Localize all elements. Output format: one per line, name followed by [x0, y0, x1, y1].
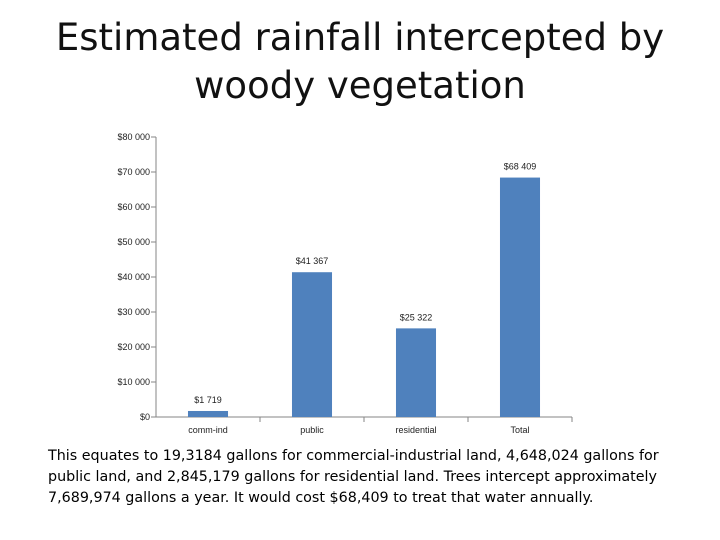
x-tick-label: residential: [395, 425, 436, 435]
x-tick-label: Total: [510, 425, 529, 435]
bar: [499, 177, 541, 417]
data-label: $25 322: [400, 312, 433, 322]
y-tick-label: $0: [140, 412, 150, 422]
y-tick-label: $50 000: [117, 237, 150, 247]
bar: [291, 272, 333, 417]
bar: [187, 410, 229, 417]
y-tick-label: $80 000: [117, 132, 150, 142]
caption-text: This equates to 19,3184 gallons for comm…: [48, 448, 659, 506]
bar: [395, 328, 437, 417]
x-tick-label: public: [300, 425, 324, 435]
title-line-1: Estimated rainfall intercepted by: [55, 16, 665, 59]
y-tick-label: $70 000: [117, 167, 150, 177]
y-tick-label: $40 000: [117, 272, 150, 282]
data-label: $41 367: [296, 256, 329, 266]
y-tick-label: $30 000: [117, 307, 150, 317]
y-tick-label: $10 000: [117, 377, 150, 387]
title-line-2: woody vegetation: [194, 64, 526, 107]
y-tick-label: $20 000: [117, 342, 150, 352]
x-tick-label: comm-ind: [188, 425, 228, 435]
chart-title: Estimated rainfall intercepted by woody …: [30, 14, 690, 110]
y-tick-label: $60 000: [117, 202, 150, 212]
data-label: $68 409: [504, 162, 537, 172]
data-label: $1 719: [194, 395, 222, 405]
